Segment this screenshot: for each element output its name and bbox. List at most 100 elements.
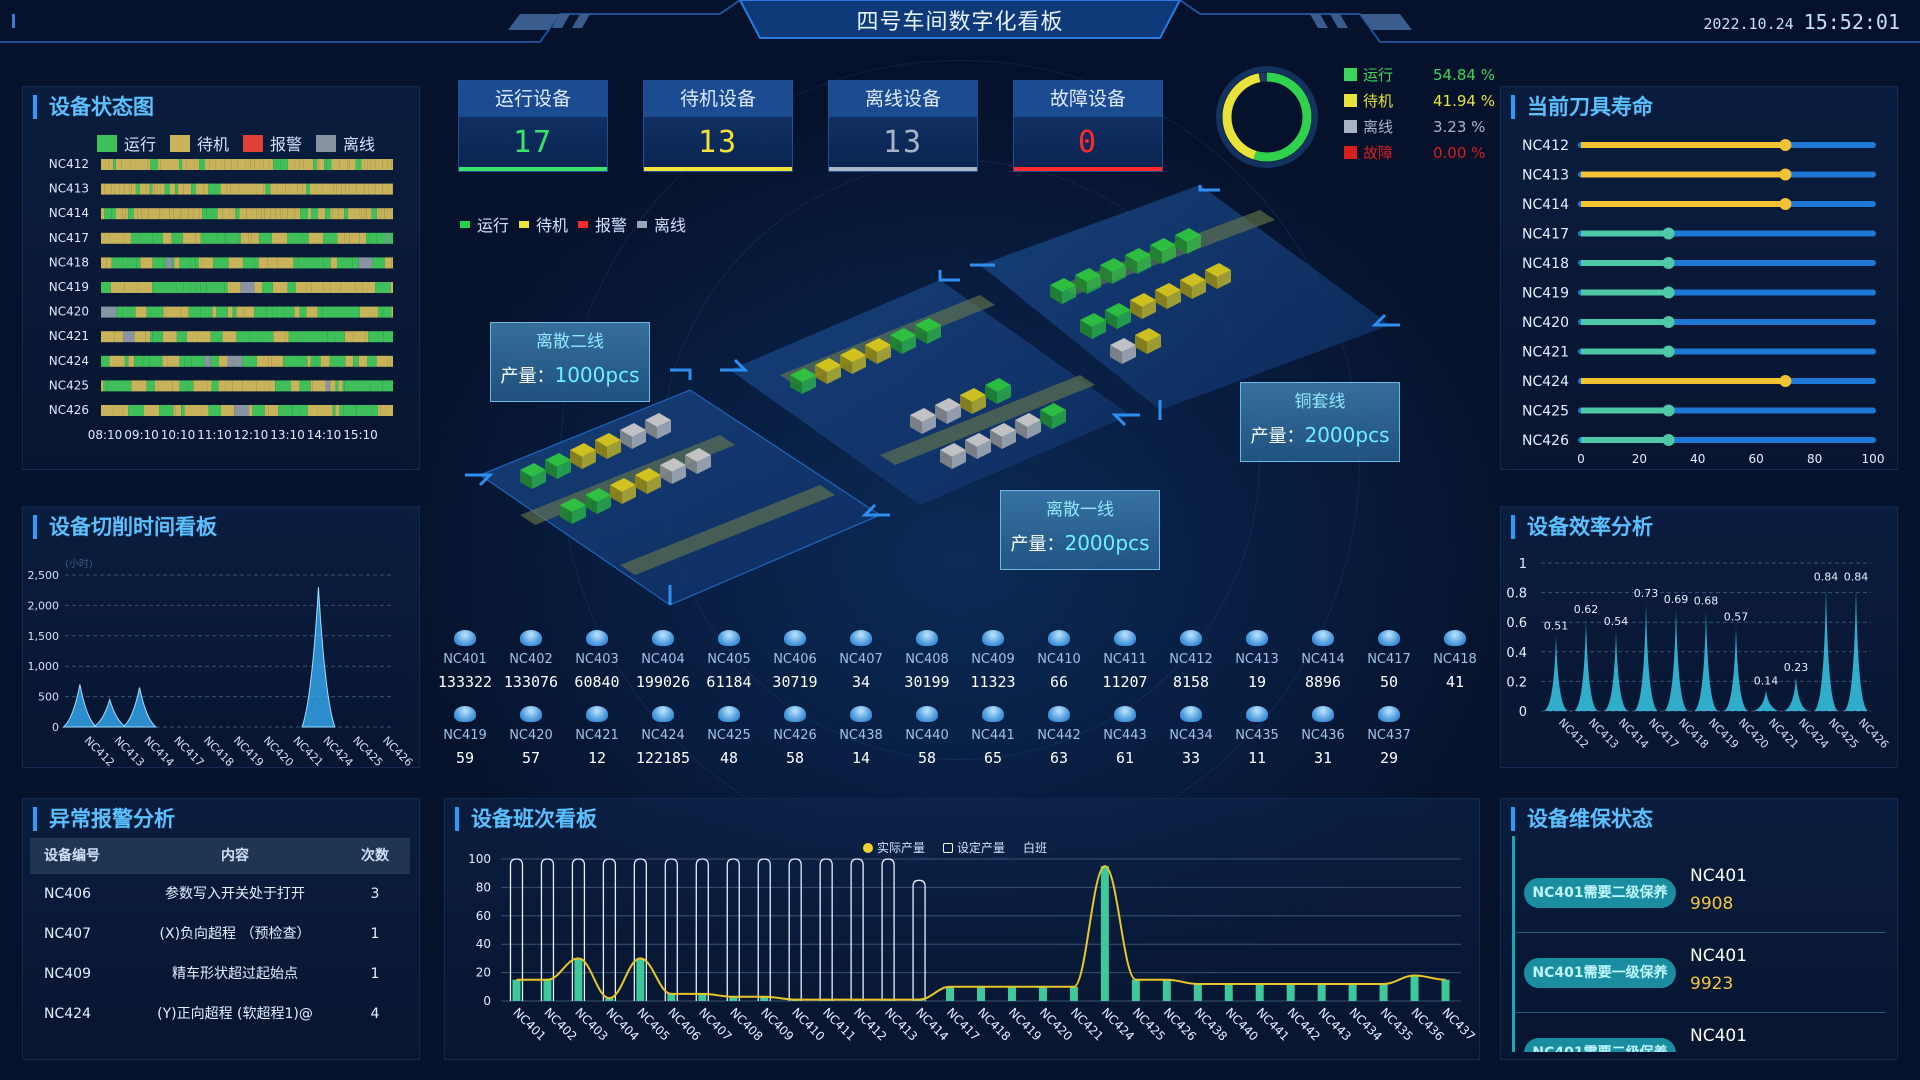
line-output: 产量：1000pcs <box>491 362 649 388</box>
gantt-segment <box>380 405 386 416</box>
gantt-segment <box>212 208 218 220</box>
x-tick-label: NC436 <box>1408 1005 1446 1043</box>
machine-icon <box>1110 338 1136 352</box>
device-count: 33 <box>1181 749 1201 767</box>
device-count-item[interactable]: NC409 11323 <box>960 630 1026 691</box>
gantt-segment <box>224 159 230 170</box>
machine-icon <box>520 463 546 477</box>
gantt-segment <box>337 257 353 269</box>
machine-icon <box>1105 303 1131 317</box>
device-count-item[interactable]: NC421 12 <box>564 706 630 767</box>
output-label: 产量： <box>1250 426 1305 447</box>
device-count-item[interactable]: NC424 122185 <box>630 706 696 767</box>
gantt-device-label: NC417 <box>49 231 89 245</box>
gantt-segment <box>298 355 308 367</box>
actual-bar <box>1441 979 1450 1001</box>
tool-device-label: NC421 <box>1522 345 1569 361</box>
device-count-item[interactable]: NC438 14 <box>828 706 894 767</box>
row-content: (X)负向超程 （预检查） <box>159 926 311 942</box>
device-count-item[interactable]: NC437 29 <box>1356 706 1422 767</box>
gantt-segment <box>280 159 288 170</box>
gantt-segment <box>139 183 147 195</box>
device-count-item[interactable]: NC403 60840 <box>564 630 630 691</box>
device-count: 11323 <box>970 673 1016 691</box>
device-count-item[interactable]: NC419 59 <box>432 706 498 767</box>
line-name: 离散一线 <box>1046 500 1114 520</box>
maintenance-tag[interactable]: NC401需要二级保养 <box>1524 878 1676 908</box>
x-tick-label: NC424 <box>1099 1005 1137 1043</box>
device-count-item[interactable]: NC414 8896 <box>1290 630 1356 691</box>
maintenance-tag[interactable]: NC401需要一级保养 <box>1524 958 1676 988</box>
tool-life-marker <box>1662 257 1675 269</box>
status-panel: 设备状态图 运行 待机 报警 离线 NC412 NC413 NC414 NC417 NC418… <box>22 86 420 470</box>
device-count-item[interactable]: NC440 58 <box>894 706 960 767</box>
device-count-item[interactable]: NC410 66 <box>1026 630 1092 691</box>
gantt-segment <box>323 232 338 244</box>
device-count-item[interactable]: NC412 8158 <box>1158 630 1224 691</box>
gantt-segment <box>330 282 341 293</box>
machine-icon <box>1150 245 1162 264</box>
machine-icon <box>1130 293 1156 307</box>
gantt-segment <box>177 183 184 195</box>
device-icon <box>982 706 1004 722</box>
device-count-item[interactable]: NC411 11207 <box>1092 630 1158 691</box>
gantt-segment <box>333 183 337 195</box>
machine-icon <box>915 318 941 332</box>
kpi-underline <box>459 167 607 171</box>
gantt-segment <box>111 257 123 269</box>
device-count-item[interactable]: NC443 61 <box>1092 706 1158 767</box>
time: 15:52:01 <box>1803 10 1900 34</box>
device-count-item[interactable]: NC442 63 <box>1026 706 1092 767</box>
efficiency-panel: 设备效率分析 1 0.8 0.6 0.4 0.2 0 0.51 NC412 0.62 NC413 0… <box>1500 506 1898 768</box>
tool-life-marker <box>1662 434 1675 446</box>
gantt-segment <box>125 208 129 220</box>
gantt-segment <box>226 183 231 195</box>
legend-item: 待机 <box>519 212 568 236</box>
gantt-segment <box>206 208 213 220</box>
x-tick-label: NC403 <box>572 1005 610 1043</box>
alarm-panel-title: 异常报警分析 <box>33 807 175 831</box>
machine-icon <box>1150 238 1176 252</box>
device-count-item[interactable]: NC441 65 <box>960 706 1026 767</box>
row-content: 参数写入开关处于打开 <box>165 886 305 902</box>
shift-legend: 实际产量 设定产量 白班 <box>863 839 1047 856</box>
machine-icon <box>840 348 866 362</box>
legend-item: 报警 <box>243 131 302 155</box>
gantt-segment <box>182 159 187 170</box>
gantt-segment <box>179 159 183 170</box>
gantt-segment <box>232 380 243 392</box>
legend-item: 实际产量 <box>863 839 925 856</box>
device-count-item[interactable]: NC420 57 <box>498 706 564 767</box>
device-count-item[interactable]: NC413 19 <box>1224 630 1290 691</box>
gantt-segment <box>101 159 106 170</box>
device-count-item[interactable]: NC405 61184 <box>696 630 762 691</box>
gantt-segment <box>269 380 276 392</box>
gantt-segment <box>358 355 368 367</box>
gantt-segment <box>254 282 263 293</box>
device-count-item[interactable]: NC417 50 <box>1356 630 1422 691</box>
device-count-item[interactable]: NC418 41 <box>1422 630 1488 691</box>
device-count-item[interactable]: NC426 58 <box>762 706 828 767</box>
clock: 2022.10.24 15:52:01 <box>1703 10 1900 34</box>
device-count-item[interactable]: NC434 33 <box>1158 706 1224 767</box>
gantt-segment <box>351 306 360 318</box>
device-icon <box>520 706 542 722</box>
device-count-item[interactable]: NC406 30719 <box>762 630 828 691</box>
device-name: NC404 <box>641 652 685 667</box>
row-count: 4 <box>370 1006 380 1022</box>
y-tick-label: 100 <box>468 852 491 866</box>
table-row: NC424 (Y)正向超程 (软超程1)@ 4 <box>30 994 410 1034</box>
maintenance-tag[interactable]: NC401需要二级保养 <box>1524 1038 1676 1052</box>
device-count-item[interactable]: NC402 133076 <box>498 630 564 691</box>
gantt-segment <box>195 257 200 269</box>
line-info-box: 铜套线 产量：2000pcs <box>1240 382 1400 462</box>
device-count-item[interactable]: NC408 30199 <box>894 630 960 691</box>
device-count-item[interactable]: NC404 199026 <box>630 630 696 691</box>
device-count-item[interactable]: NC401 133322 <box>432 630 498 691</box>
device-count-item[interactable]: NC407 34 <box>828 630 894 691</box>
device-count-item[interactable]: NC435 11 <box>1224 706 1290 767</box>
device-count-item[interactable]: NC436 31 <box>1290 706 1356 767</box>
legend-item: 待机 <box>170 131 229 155</box>
device-count-item[interactable]: NC425 48 <box>696 706 762 767</box>
gantt-segment <box>188 405 202 416</box>
